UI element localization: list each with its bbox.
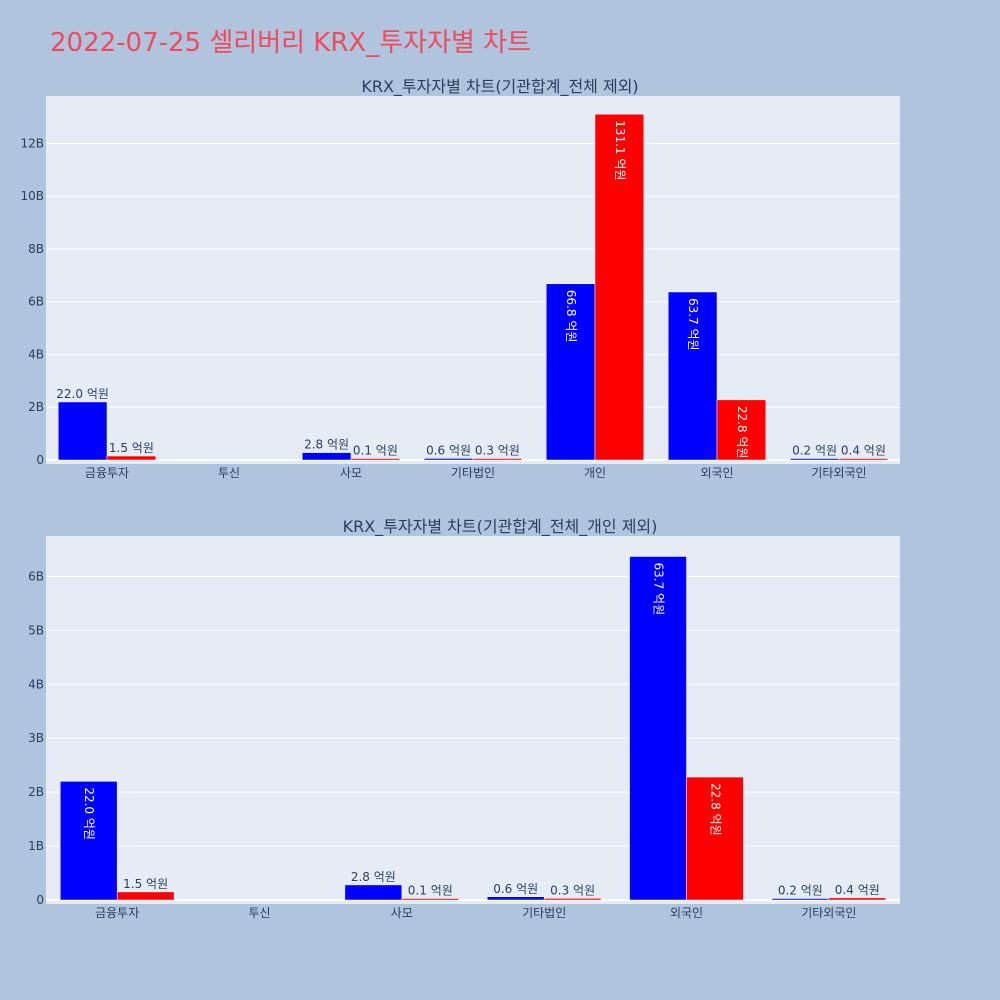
x-tick-label: 외국인 (670, 906, 703, 920)
bar-data-label: 22.0 억원 (82, 787, 96, 840)
bar-data-label: 0.4 억원 (841, 444, 886, 458)
y-tick-label: 6B (28, 569, 44, 583)
y-tick-label: 2B (28, 400, 44, 414)
bar-data-label: 0.6 억원 (493, 882, 538, 896)
y-tick-label: 2B (28, 785, 44, 799)
y-tick-label: 1B (28, 839, 44, 853)
x-tick-label: 기타외국인 (811, 466, 866, 480)
x-tick-label: 기타외국인 (801, 906, 856, 920)
bar-series-2 (594, 113, 645, 461)
x-tick-label: 투신 (218, 466, 240, 480)
y-tick-label: 0 (36, 893, 44, 907)
bar-series-2 (828, 897, 887, 901)
y-tick-label: 10B (20, 189, 44, 203)
y-tick-label: 8B (28, 242, 44, 256)
bar-data-label: 1.5 억원 (123, 877, 168, 891)
bar-series-2 (543, 898, 602, 901)
chart-institutional-excluded: KRX_투자자별 차트(기관합계_전체 제외) 0 2B 4B 6B 8B 10B 12B 금융… (20, 77, 900, 480)
bar-series-1 (59, 781, 118, 901)
y-tick-label: 3B (28, 731, 44, 745)
bar-series-2 (838, 458, 889, 461)
x-tick-label: 투신 (248, 906, 270, 920)
bar-data-label: 2.8 억원 (304, 438, 349, 452)
bar-data-label: 22.0 억원 (56, 387, 109, 401)
bar-data-label: 1.5 억원 (109, 441, 154, 455)
bar-data-label: 22.8 억원 (735, 406, 749, 459)
page-title: 2022-07-25 셀리버리 KRX_투자자별 차트 (50, 28, 532, 58)
bar-series-2 (686, 776, 744, 901)
x-tick-label: 금융투자 (95, 906, 139, 920)
x-tick-label: 사모 (340, 466, 362, 480)
bar-series-1 (667, 291, 718, 461)
bar-series-1 (545, 283, 596, 461)
x-tick-label: 기타법인 (451, 466, 495, 480)
bar-series-1 (57, 401, 108, 461)
y-tick-label: 6B (28, 295, 44, 309)
bar-data-label: 63.7 억원 (686, 298, 700, 351)
x-tick-label: 기타법인 (522, 906, 566, 920)
bar-series-1 (344, 884, 403, 901)
bar-data-label: 63.7 억원 (652, 562, 666, 615)
y-tick-label: 0 (36, 453, 44, 467)
bar-series-1 (629, 556, 687, 901)
bar-series-2 (350, 458, 401, 461)
bar-data-label: 0.1 억원 (353, 444, 398, 458)
chart-institutional-individual-excluded: KRX_투자자별 차트(기관합계_전체_개인 제외) 0 1B 2B 3B 4B 5B 6B 금… (28, 517, 900, 920)
bar-series-1 (486, 896, 545, 901)
bar-data-label: 0.2 억원 (778, 884, 823, 898)
bar-data-label: 0.2 억원 (792, 444, 837, 458)
plot-area (46, 96, 900, 464)
bar-data-label: 131.1 억원 (613, 120, 627, 180)
bar-data-label: 0.3 억원 (475, 444, 520, 458)
y-tick-label: 4B (28, 347, 44, 361)
chart-title: KRX_투자자별 차트(기관합계_전체_개인 제외) (343, 517, 658, 537)
bar-data-label: 0.1 억원 (408, 884, 453, 898)
bar-series-1 (301, 452, 352, 461)
y-tick-label: 12B (20, 136, 44, 150)
bar-data-label: 0.6 억원 (426, 443, 471, 457)
bar-series-1 (771, 898, 830, 901)
bar-data-label: 66.8 억원 (564, 290, 578, 343)
y-tick-label: 5B (28, 623, 44, 637)
bar-series-2 (401, 898, 460, 901)
bar-data-label: 2.8 억원 (351, 870, 396, 884)
x-tick-label: 외국인 (700, 466, 733, 480)
bar-data-label: 0.4 억원 (835, 883, 880, 897)
bar-series-2 (116, 891, 175, 901)
y-tick-label: 4B (28, 677, 44, 691)
chart-title: KRX_투자자별 차트(기관합계_전체 제외) (361, 77, 638, 97)
bar-series-2 (472, 458, 523, 461)
bar-series-2 (716, 399, 767, 461)
x-tick-label: 금융투자 (85, 466, 129, 480)
x-tick-label: 개인 (584, 466, 606, 480)
bar-data-label: 0.3 억원 (550, 883, 595, 897)
bar-data-label: 22.8 억원 (708, 783, 722, 836)
x-tick-label: 사모 (391, 906, 413, 920)
bar-series-2 (106, 455, 157, 461)
plot-area (46, 536, 900, 904)
